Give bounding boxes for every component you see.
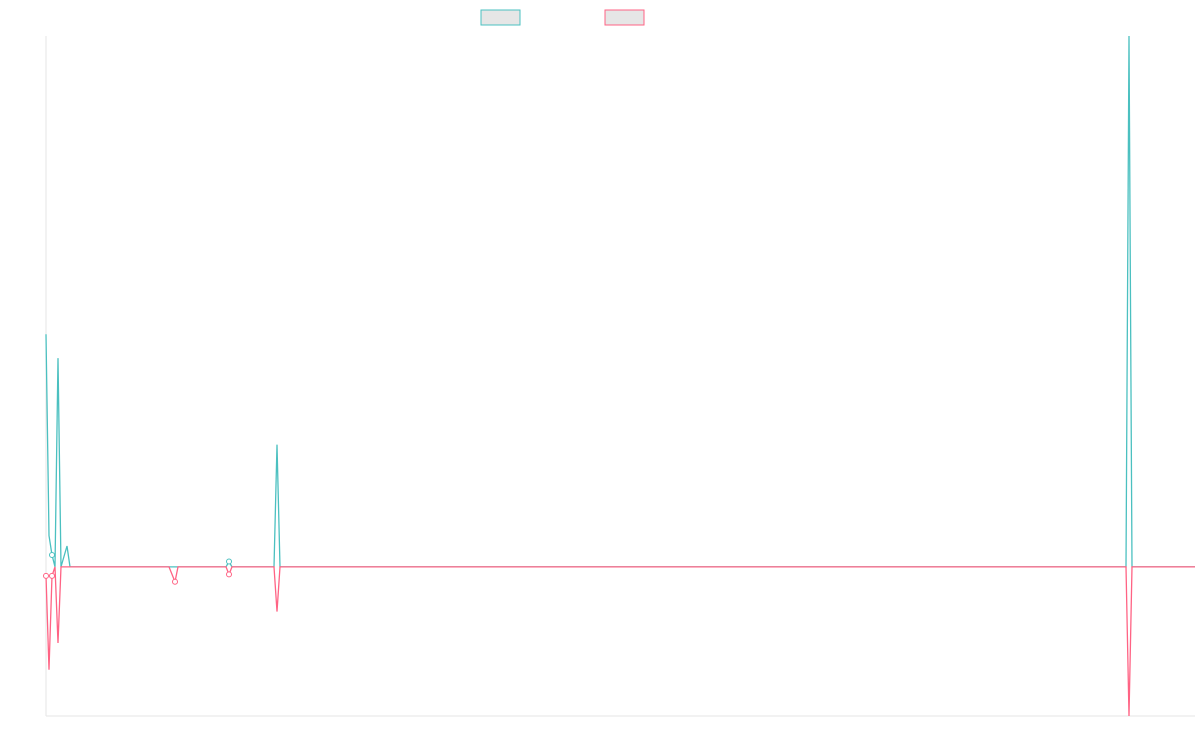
- data-point[interactable]: [43, 572, 49, 579]
- data-point[interactable]: [172, 578, 178, 585]
- series-line-1[interactable]: [45, 35, 1195, 568]
- series-line-2[interactable]: [45, 566, 1195, 717]
- data-point[interactable]: [226, 558, 232, 565]
- data-point[interactable]: [49, 551, 55, 558]
- legend-swatch-1[interactable]: [480, 9, 521, 26]
- series-layer: [43, 35, 1195, 717]
- legend[interactable]: [480, 9, 645, 26]
- data-point[interactable]: [49, 572, 55, 579]
- axes: [45, 36, 1195, 717]
- data-point[interactable]: [226, 571, 232, 578]
- legend-swatch-2[interactable]: [604, 9, 645, 26]
